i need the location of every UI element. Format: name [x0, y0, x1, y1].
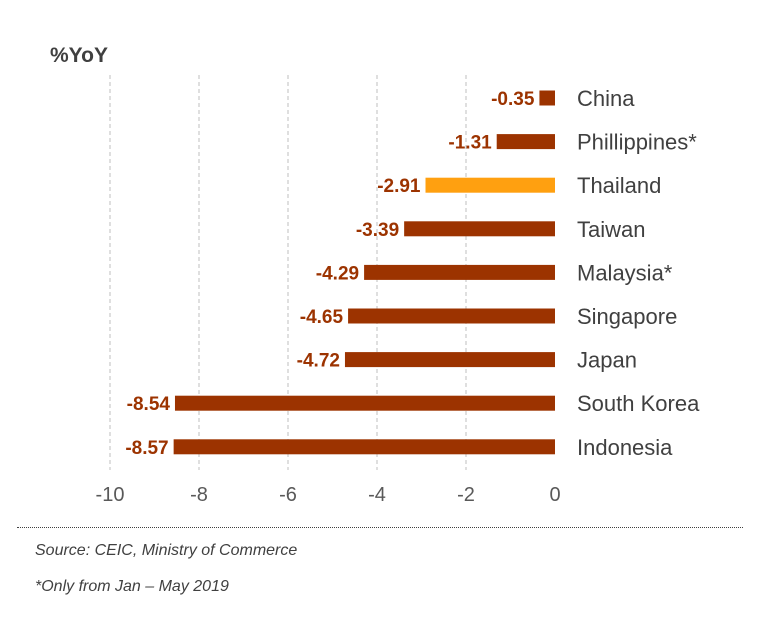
x-tick-label: -8 — [190, 484, 208, 506]
bar-south-korea — [174, 395, 555, 411]
x-tick-label: -2 — [457, 484, 475, 506]
value-label-south-korea: -8.54 — [127, 394, 171, 415]
value-labels: -0.35 -1.31 -2.91 -3.39 -4.29 -4.65 -4.72 -8.54… — [125, 89, 535, 459]
bar-phillippines — [496, 134, 555, 150]
bar-indonesia — [173, 439, 555, 455]
bar-japan — [344, 352, 555, 368]
x-axis-tick-labels: -10 -8 -6 -4 -2 0 — [96, 484, 561, 506]
value-label-japan: -4.72 — [297, 351, 340, 372]
category-label-taiwan: Taiwan — [577, 217, 645, 242]
value-label-indonesia: -8.57 — [125, 438, 168, 459]
source-note: Source: CEIC, Ministry of Commerce — [35, 542, 298, 559]
category-label-indonesia: Indonesia — [577, 435, 673, 460]
bar-malaysia — [364, 264, 555, 280]
value-label-china: -0.35 — [491, 89, 535, 110]
bar-thailand — [425, 177, 555, 193]
separator-line — [17, 527, 743, 528]
x-tick-label: -10 — [96, 484, 125, 506]
category-label-singapore: Singapore — [577, 304, 677, 329]
bar-taiwan — [404, 221, 555, 237]
bar-china — [539, 90, 555, 106]
value-label-malaysia: -4.29 — [316, 263, 359, 284]
category-label-south-korea: South Korea — [577, 391, 700, 416]
category-label-japan: Japan — [577, 348, 637, 373]
x-tick-label: -6 — [279, 484, 297, 506]
category-label-malaysia: Malaysia* — [577, 260, 673, 285]
bar-chart: %YoY -0.35 -1.31 -2.91 -3.39 -4.29 -4.65 -4.72… — [50, 44, 700, 506]
x-tick-label: 0 — [549, 484, 560, 506]
y-axis-unit-label: %YoY — [50, 44, 108, 67]
category-label-phillippines: Phillippines* — [577, 130, 697, 155]
value-label-singapore: -4.65 — [300, 307, 344, 328]
bars — [173, 90, 555, 455]
bar-singapore — [348, 308, 555, 324]
value-label-taiwan: -3.39 — [356, 220, 399, 241]
value-label-phillippines: -1.31 — [448, 133, 492, 154]
category-label-thailand: Thailand — [577, 173, 661, 198]
value-label-thailand: -2.91 — [377, 176, 421, 197]
category-labels: China Phillippines* Thailand Taiwan Malaysia… — [577, 86, 700, 460]
footnote: *Only from Jan – May 2019 — [35, 578, 229, 595]
x-tick-label: -4 — [368, 484, 386, 506]
category-label-china: China — [577, 86, 635, 111]
